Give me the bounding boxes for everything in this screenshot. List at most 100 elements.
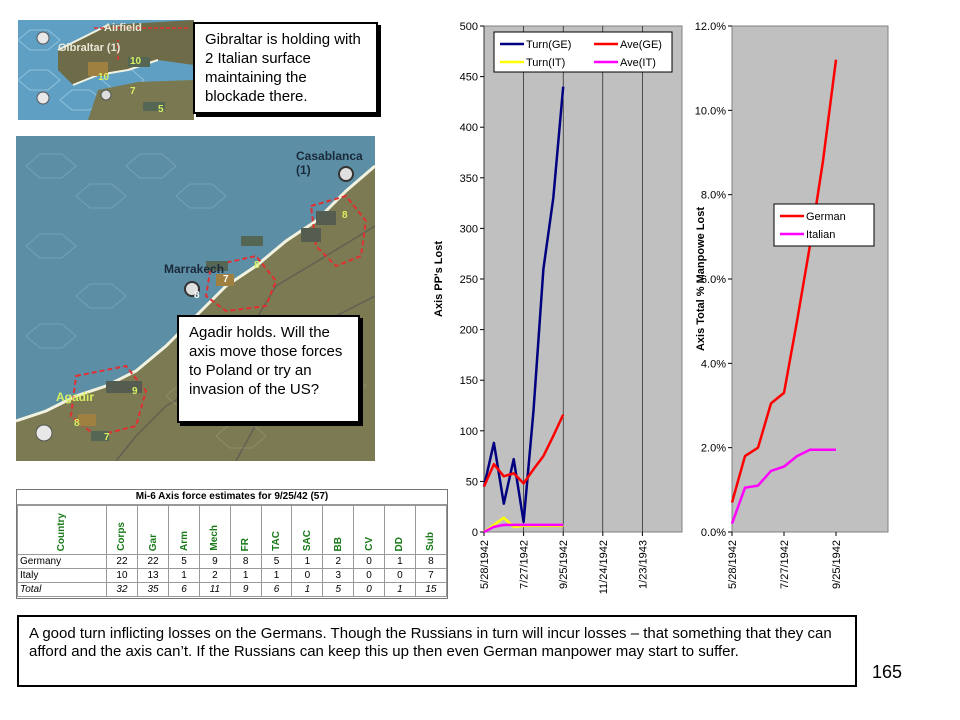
column-header: Corps [105,505,139,555]
y-tick-label: 10.0% [695,105,726,117]
y-tick-label: 2.0% [701,443,726,455]
x-tick-label: 7/27/1942 [519,540,531,589]
table-cell: 5 [322,582,355,597]
table-cell: 0 [291,568,324,583]
agadir-callout: Agadir holds. Will the axis move those f… [177,315,360,423]
table-cell: 11 [198,582,231,597]
x-tick-label: 9/25/1942 [558,540,570,589]
pp-lost-chart-svg: 0 50 100 150 200 250 300 350 400 450 500 5/28/1942 7… [433,21,683,594]
y-tick-label: 0.0% [701,527,726,539]
table-cell: 13 [136,568,170,583]
series-line [483,523,564,534]
gibraltar-callout: Gibraltar is holding with 2 Italian surf… [193,22,378,114]
row-label: Italy [17,568,107,583]
table-cell: 22 [105,554,139,569]
table-cell: 1 [291,554,324,569]
y-tick-label: 50 [466,476,478,488]
row-label: Germany [17,554,107,569]
x-tick-label: 5/28/1942 [479,540,491,589]
column-header: Sub [414,505,448,555]
column-header: Gar [136,505,170,555]
legend-box [773,203,875,247]
forces-table-title: Mi-6 Axis force estimates for 9/25/42 (5… [17,490,447,505]
column-header: Country [17,505,107,555]
plot-area [731,25,889,533]
unit-strength: 8 [254,260,260,271]
legend-label: Ave(GE) [620,39,662,51]
x-tick-label: 1/23/1943 [637,540,649,589]
unit-strength: 5 [158,104,164,115]
table-cell: 6 [260,582,293,597]
table-cell: 0 [383,568,416,583]
table-cell: 2 [322,554,355,569]
y-tick-label: 450 [460,72,478,84]
table-cell: 9 [229,582,262,597]
legend-label: Ave(IT) [620,57,656,69]
row-label: Total [17,582,107,597]
table-cell: 10 [105,568,139,583]
column-header: FR [229,505,262,555]
table-cell: 9 [198,554,231,569]
map-label: Airfield [104,22,142,34]
plot-area [483,25,683,533]
series-line [482,414,565,488]
table-cell: 1 [260,568,293,583]
forces-table: Mi-6 Axis force estimates for 9/25/42 (5… [16,489,448,599]
y-tick-label: 12.0% [695,21,726,33]
column-header: BB [322,505,355,555]
map-label: Agadir [56,390,95,404]
table-cell: 2 [198,568,231,583]
x-tick-label: 11/24/1942 [598,540,610,594]
table-cell: 15 [414,582,448,597]
x-tick-label: 7/27/1942 [779,540,791,589]
legend-label: Turn(IT) [526,57,565,69]
table-cell: 5 [260,554,293,569]
manpower-lost-chart-svg: 0.0% 2.0% 4.0% 6.0% 8.0% 10.0% 12.0% 5/28/1942 7… [695,21,889,589]
pp-lost-chart: 0 50 100 150 200 250 300 350 400 450 500 5/28/1942 7… [430,14,702,610]
legend-label: Turn(GE) [526,39,571,51]
manpower-lost-chart: 0.0% 2.0% 4.0% 6.0% 8.0% 10.0% 12.0% 5/28/1942 7… [692,14,892,610]
table-cell: 0 [353,568,385,583]
table-cell: 1 [291,582,324,597]
table-row-total: Total 32 35 6 11 9 6 1 5 0 1 15 [17,582,448,597]
table-cell: 1 [168,568,200,583]
y-tick-label: 150 [460,375,478,387]
unit-strength: 8 [74,418,80,429]
x-tick-label: 5/28/1942 [727,540,739,589]
y-tick-label: 8.0% [701,190,726,202]
commentary-box: A good turn inflicting losses on the Ger… [17,615,857,687]
page-number: 165 [872,662,903,682]
table-row: Germany 22 22 5 9 8 5 1 2 0 1 8 [17,554,448,569]
y-tick-label: 200 [460,325,478,337]
unit-strength: 10 [130,56,142,67]
series-line [730,59,838,503]
column-header: SAC [291,505,324,555]
unit-strength: 8 [194,290,200,301]
y-tick-label: 500 [460,21,478,33]
column-header: Arm [168,505,200,555]
table-cell: 22 [136,554,170,569]
table-cell: 32 [105,582,139,597]
legend-label: German [806,211,846,223]
table-cell: 5 [168,554,200,569]
x-tick-label: 9/25/1942 [831,540,843,589]
table-cell: 3 [322,568,355,583]
map-label: Marrakech [164,262,225,276]
gibraltar-map: Airfield Gibraltar (1) 10 10 7 5 [18,20,194,120]
map-label: Gibraltar (1) [58,42,121,54]
y-tick-label: 300 [460,223,478,235]
column-header: DD [383,505,416,555]
y-tick-label: 100 [460,426,478,438]
unit-strength: 10 [98,72,110,83]
y-axis-label: Axis PP's Lost [433,241,445,317]
unit-strength: 7 [104,432,110,443]
forces-grid: Country Corps Gar Arm Mech FR TAC SAC BB… [17,505,448,597]
unit-strength: 7 [223,274,229,285]
map-label: Casablanca (1) [296,149,363,177]
table-cell: 0 [353,582,385,597]
y-tick-label: 6.0% [701,274,726,286]
unit-strength: 8 [342,210,348,221]
y-tick-label: 350 [460,173,478,185]
y-axis-label: Axis Total % Manpowe Lost [695,207,707,351]
series-line [482,86,565,524]
